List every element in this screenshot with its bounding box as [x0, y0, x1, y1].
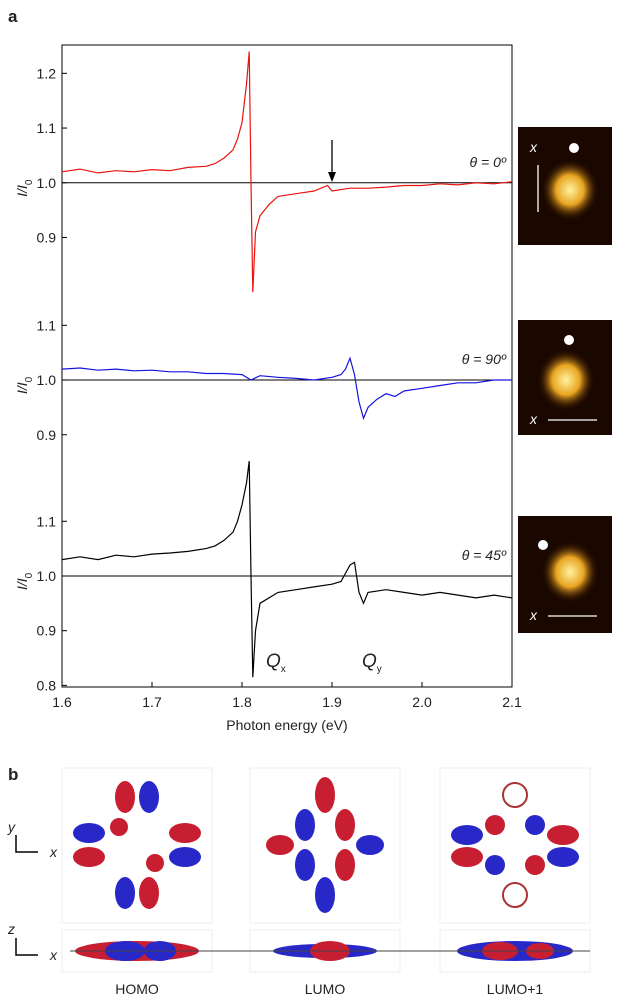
image-axis-label: x: [529, 139, 538, 155]
y-tick-label: 1.0: [37, 568, 57, 584]
y-tick-label: 1.1: [37, 513, 57, 529]
line: [61, 356, 512, 421]
panel-label: a: [8, 7, 18, 26]
panel-label: b: [8, 765, 18, 784]
orbital-label: LUMO: [305, 981, 346, 997]
orbital-side-views: [70, 941, 590, 961]
axis-glyph: [15, 835, 38, 853]
x-axis-label: Photon energy (eV): [226, 717, 347, 733]
image-frame: [249, 767, 401, 924]
plot-frame: [61, 44, 513, 688]
subscript: y: [377, 664, 382, 675]
axis-label: y: [7, 819, 16, 835]
text: Q: [362, 651, 377, 672]
molecule: [542, 542, 598, 602]
tip-marker: [569, 143, 579, 153]
y-tick-label: 1.1: [37, 317, 57, 333]
orbital-label: HOMO: [115, 981, 159, 997]
molecule: [538, 350, 594, 410]
annotation: θ = 45º: [462, 547, 507, 563]
annotation: Qx: [266, 651, 286, 675]
x-tick-label: 1.8: [232, 694, 252, 710]
image-frame: [61, 767, 213, 924]
annotation: θ = 90º: [462, 351, 507, 367]
image-frame: [439, 767, 591, 924]
y-axis-label: I/I0: [14, 572, 35, 590]
y-tick-label: 0.9: [37, 427, 57, 443]
orbital-homo: [73, 781, 201, 909]
line: [61, 461, 513, 678]
y-tick-label: 0.9: [37, 229, 57, 245]
axis-label: x: [49, 844, 58, 860]
orbital-label: LUMO+1: [487, 981, 544, 997]
text: I/I: [14, 578, 30, 590]
x-tick-label: 1.7: [142, 694, 162, 710]
orbital-lumo: [266, 777, 384, 913]
y-axis-label: I/I0: [14, 179, 35, 197]
subscript: x: [281, 664, 286, 675]
orbital-lumo1: [451, 782, 579, 908]
text: I/I: [14, 382, 30, 394]
line: [61, 51, 513, 293]
axis-label: z: [7, 921, 15, 937]
y-tick-label: 1.1: [37, 120, 57, 136]
y-tick-label: 1.2: [37, 65, 57, 81]
image-axis-label: x: [529, 411, 538, 427]
tip-marker: [564, 335, 574, 345]
axis-label: x: [49, 947, 58, 963]
orbital-images: y x z x HOMO LUMO LUMO+1: [7, 767, 591, 997]
image-axis-label: x: [529, 607, 538, 623]
x-tick-label: 2.1: [502, 694, 522, 710]
y-tick-label: 1.0: [37, 372, 57, 388]
y-tick-label: 1.0: [37, 175, 57, 191]
molecule: [542, 160, 598, 220]
annotation: Qy: [362, 651, 382, 675]
x-tick-label: 1.9: [322, 694, 342, 710]
text: Q: [266, 651, 281, 672]
subscript: 0: [24, 376, 35, 382]
subscript: 0: [24, 179, 35, 185]
tip-marker: [538, 540, 548, 550]
x-tick-label: 1.6: [52, 694, 72, 710]
y-tick-label: 0.8: [37, 677, 57, 693]
y-axis-label: I/I0: [14, 376, 35, 394]
x-tick-label: 2.0: [412, 694, 432, 710]
stm-images: x x x: [518, 127, 612, 633]
y-tick-label: 0.9: [37, 623, 57, 639]
text: I/I: [14, 185, 30, 197]
arrow-head: [328, 172, 336, 182]
axis-glyph: [15, 938, 38, 956]
subscript: 0: [24, 572, 35, 578]
annotation: θ = 0º: [470, 154, 507, 170]
